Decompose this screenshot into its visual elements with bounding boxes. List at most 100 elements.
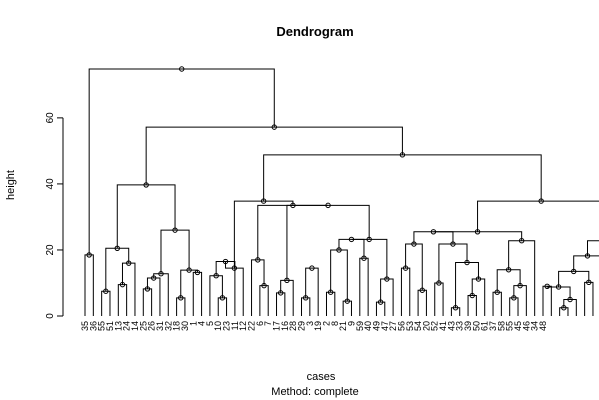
merge-link <box>455 262 479 308</box>
merge-link <box>225 261 244 316</box>
merge-node <box>86 252 92 258</box>
merge-node <box>538 198 544 204</box>
y-tick-label: 40 <box>45 178 56 190</box>
merge-link <box>276 292 286 316</box>
merge-link <box>263 154 542 202</box>
leaf-label: 1 <box>188 321 198 326</box>
merge-link <box>301 297 311 316</box>
leaf-label: 10 <box>213 321 223 331</box>
merge-node <box>469 292 475 299</box>
leaf-label: 5 <box>205 321 215 326</box>
leaf-label: 46 <box>521 321 531 331</box>
leaf-label: 40 <box>363 321 373 331</box>
leaf-label: 29 <box>297 321 307 331</box>
method-subtitle: Method: complete <box>271 386 358 398</box>
merge-node <box>402 265 409 271</box>
merge-node <box>436 280 442 286</box>
leaf-label: 11 <box>230 321 240 330</box>
leaf-label: 47 <box>380 321 390 331</box>
merge-link <box>338 238 365 259</box>
leaf-label: 28 <box>288 321 298 331</box>
merge-node <box>464 259 470 266</box>
leaf-label: 14 <box>130 321 140 331</box>
merge-link <box>251 259 265 316</box>
leaf-label: 50 <box>471 321 481 331</box>
merge-node <box>567 296 573 303</box>
merge-node <box>505 267 512 273</box>
merge-link <box>257 204 329 260</box>
merge-link <box>351 238 388 280</box>
merge-node <box>158 271 164 277</box>
merge-node <box>119 281 126 288</box>
leaf-label: 43 <box>446 321 456 331</box>
leaf-label: 13 <box>113 321 123 331</box>
merge-node <box>494 289 500 295</box>
leaf-label: 35 <box>80 321 90 331</box>
leaf-label: 21 <box>338 321 348 331</box>
merge-node <box>290 202 296 209</box>
merge-node <box>571 268 577 275</box>
leaf-label: 54 <box>413 321 423 331</box>
y-axis-label: height <box>5 170 17 200</box>
merge-node <box>430 229 437 235</box>
merge-link <box>417 289 427 316</box>
merge-link <box>192 271 203 316</box>
merge-node <box>361 255 367 261</box>
leaf-label: 31 <box>155 321 165 331</box>
merge-node <box>284 277 290 284</box>
y-tick-label: 60 <box>45 112 56 124</box>
merge-node <box>126 260 132 266</box>
merge-node <box>366 236 372 243</box>
merge-node <box>302 295 309 301</box>
merge-link <box>286 204 370 281</box>
y-tick-label: 20 <box>45 244 56 256</box>
merge-link <box>121 262 136 316</box>
merge-link <box>88 68 275 255</box>
merge-node <box>260 198 267 204</box>
merge-link <box>233 200 294 269</box>
merge-node <box>411 241 417 247</box>
merge-node <box>452 305 459 311</box>
merge-node <box>271 124 277 130</box>
merge-link <box>471 278 486 316</box>
merge-link <box>84 254 94 316</box>
leaf-label: 53 <box>405 321 415 331</box>
leaf-label: 23 <box>222 321 232 331</box>
merge-node <box>151 275 157 281</box>
merge-node <box>172 227 178 233</box>
leaf-label: 2 <box>321 321 331 326</box>
merge-link <box>146 277 161 316</box>
leaf-label: 45 <box>513 321 523 331</box>
leaf-label: 22 <box>247 321 257 331</box>
merge-link <box>145 126 403 185</box>
merge-link <box>508 240 536 316</box>
leaf-label: 17 <box>272 321 282 331</box>
merge-node <box>143 182 149 188</box>
leaf-label: 3 <box>305 321 315 326</box>
leaf-label: 26 <box>147 321 157 331</box>
merge-link <box>586 240 599 256</box>
merge-link <box>513 285 527 316</box>
merge-node <box>384 276 390 282</box>
merge-node <box>344 298 351 304</box>
merge-node <box>511 295 517 301</box>
merge-node <box>179 66 185 72</box>
leaf-label: 20 <box>421 321 431 331</box>
merge-link <box>117 284 128 316</box>
merge-node <box>555 284 562 290</box>
merge-node <box>178 295 184 301</box>
merge-link <box>209 275 223 316</box>
leaf-label: 59 <box>355 321 365 331</box>
merge-node <box>336 247 342 253</box>
leaf-label: 24 <box>122 321 132 331</box>
merge-node <box>222 258 229 265</box>
merge-link <box>116 184 176 249</box>
merge-link <box>305 267 319 316</box>
merge-link <box>330 249 348 302</box>
leaf-label: 25 <box>138 321 148 331</box>
leaf-label: 12 <box>238 321 248 331</box>
merge-link <box>215 261 236 316</box>
merge-link <box>325 291 336 316</box>
merge-link <box>492 291 502 316</box>
